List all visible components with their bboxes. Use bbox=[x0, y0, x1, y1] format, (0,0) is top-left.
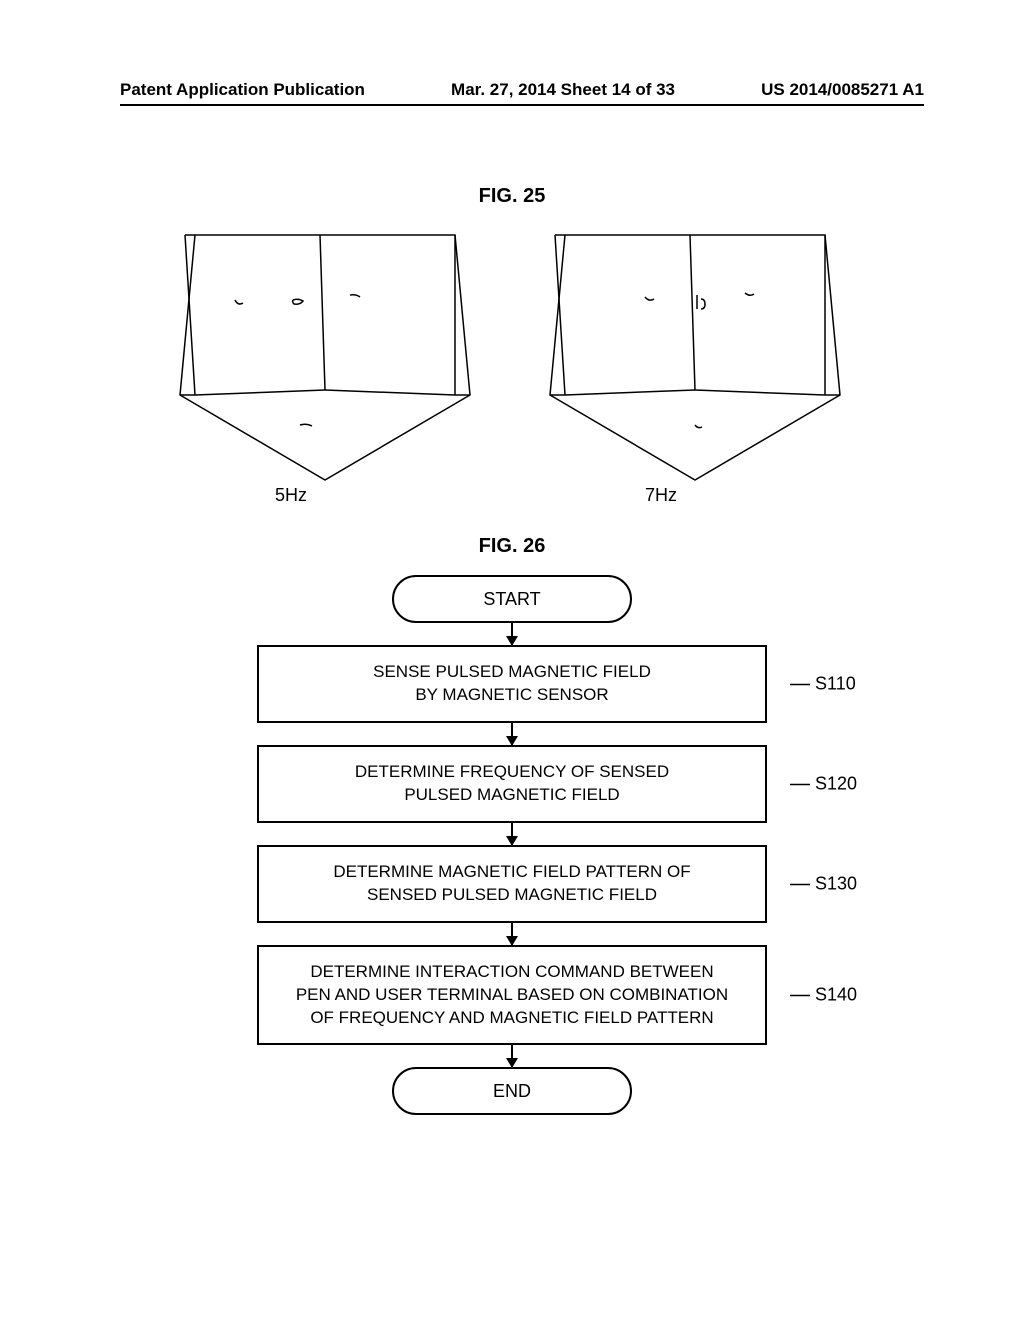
step-text: DETERMINE MAGNETIC FIELD PATTERN OFSENSE… bbox=[333, 862, 690, 904]
flow-connector bbox=[0, 723, 1024, 745]
flow-connector bbox=[0, 1045, 1024, 1067]
flow-row: DETERMINE INTERACTION COMMAND BETWEENPEN… bbox=[0, 945, 1024, 1046]
leader-line-icon bbox=[790, 684, 810, 686]
leader-line-icon bbox=[790, 883, 810, 885]
flow-row: SENSE PULSED MAGNETIC FIELDBY MAGNETIC S… bbox=[0, 645, 1024, 723]
header-left: Patent Application Publication bbox=[120, 80, 365, 100]
header-center: Mar. 27, 2014 Sheet 14 of 33 bbox=[451, 80, 675, 100]
flow-row: DETERMINE MAGNETIC FIELD PATTERN OFSENSE… bbox=[0, 845, 1024, 923]
fig26-flowchart: START SENSE PULSED MAGNETIC FIELDBY MAGN… bbox=[0, 575, 1024, 1115]
step-label-text: S130 bbox=[815, 873, 857, 893]
step-text: SENSE PULSED MAGNETIC FIELDBY MAGNETIC S… bbox=[373, 662, 651, 704]
step-label: S120 bbox=[790, 773, 857, 794]
step-text: DETERMINE INTERACTION COMMAND BETWEENPEN… bbox=[296, 962, 728, 1027]
step-label-text: S140 bbox=[815, 985, 857, 1005]
step-label-text: S120 bbox=[815, 773, 857, 793]
page-header: Patent Application Publication Mar. 27, … bbox=[120, 80, 924, 100]
fig25-diagram: 5Hz 7Hz bbox=[175, 225, 845, 525]
flow-step-s140: DETERMINE INTERACTION COMMAND BETWEENPEN… bbox=[257, 945, 767, 1046]
flow-connector bbox=[0, 923, 1024, 945]
step-label: S140 bbox=[790, 985, 857, 1006]
flow-connector bbox=[0, 823, 1024, 845]
page: Patent Application Publication Mar. 27, … bbox=[0, 0, 1024, 1320]
leader-line-icon bbox=[790, 784, 810, 786]
header-rule bbox=[120, 104, 924, 106]
corner-3d-icon bbox=[175, 225, 475, 485]
step-text: DETERMINE FREQUENCY OF SENSEDPULSED MAGN… bbox=[355, 762, 669, 804]
flow-start-text: START bbox=[483, 589, 540, 610]
flow-row: DETERMINE FREQUENCY OF SENSEDPULSED MAGN… bbox=[0, 745, 1024, 823]
step-label: S130 bbox=[790, 873, 857, 894]
fig25-corner-left bbox=[175, 225, 475, 485]
step-label: S110 bbox=[790, 673, 856, 694]
flow-end-text: END bbox=[493, 1081, 531, 1102]
step-label-text: S110 bbox=[815, 673, 856, 693]
flow-step-s110: SENSE PULSED MAGNETIC FIELDBY MAGNETIC S… bbox=[257, 645, 767, 723]
fig25-corner-right bbox=[545, 225, 845, 485]
header-right: US 2014/0085271 A1 bbox=[761, 80, 924, 100]
flow-end: END bbox=[392, 1067, 632, 1115]
flow-step-s120: DETERMINE FREQUENCY OF SENSEDPULSED MAGN… bbox=[257, 745, 767, 823]
fig25-title: FIG. 25 bbox=[0, 185, 1024, 208]
flow-step-s130: DETERMINE MAGNETIC FIELD PATTERN OFSENSE… bbox=[257, 845, 767, 923]
leader-line-icon bbox=[790, 995, 810, 997]
flow-connector bbox=[0, 623, 1024, 645]
fig25-left-hz: 5Hz bbox=[275, 485, 307, 506]
fig26-title: FIG. 26 bbox=[0, 535, 1024, 558]
flow-start: START bbox=[392, 575, 632, 623]
corner-3d-icon bbox=[545, 225, 845, 485]
fig25-right-hz: 7Hz bbox=[645, 485, 677, 506]
